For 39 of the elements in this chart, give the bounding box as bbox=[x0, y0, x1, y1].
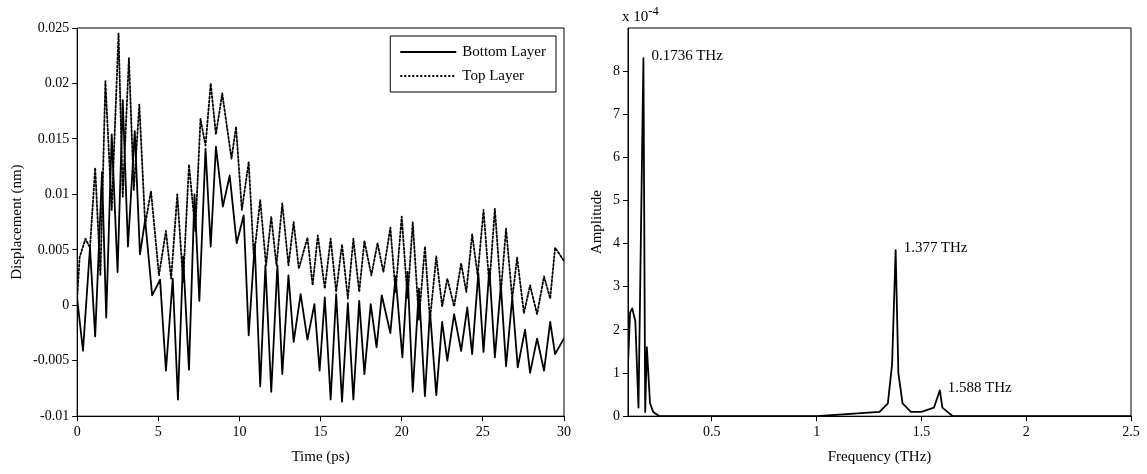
y-tick-label: 0.025 bbox=[37, 19, 70, 35]
y-tick-label: 0.005 bbox=[37, 241, 70, 257]
y-tick-label: 7 bbox=[613, 105, 620, 121]
y-tick-label: -0.005 bbox=[32, 352, 70, 368]
legend-label: Top Layer bbox=[462, 66, 525, 83]
y-tick-label: 4 bbox=[613, 235, 620, 251]
x-tick-label: 0.5 bbox=[703, 424, 721, 440]
x-tick-label: 10 bbox=[232, 424, 247, 440]
annotation: 1.377 THz bbox=[903, 239, 968, 256]
annotation: 0.1736 THz bbox=[651, 47, 724, 64]
y-axis-title: Amplitude bbox=[587, 189, 604, 255]
y-tick-label: 0.01 bbox=[44, 186, 70, 202]
y-tick-label: 0 bbox=[613, 407, 620, 423]
y-tick-label: 5 bbox=[613, 192, 620, 208]
x-tick-label: 5 bbox=[154, 424, 162, 440]
x-tick-label: 25 bbox=[475, 424, 490, 440]
y-tick-label: 8 bbox=[613, 62, 620, 78]
text: x 10$^{-4}$ bbox=[622, 4, 659, 25]
y-tick-label: 0 bbox=[62, 296, 70, 312]
x-tick-label: 15 bbox=[313, 424, 328, 440]
x-tick-label: 1.5 bbox=[912, 424, 931, 440]
y-tick-label: 0.02 bbox=[44, 75, 70, 91]
x-tick-label: 2.5 bbox=[1122, 424, 1140, 440]
y-axis-title: Displacement (nm) bbox=[7, 164, 25, 280]
x-tick-label: 20 bbox=[394, 424, 409, 440]
x-tick-label: 0 bbox=[73, 424, 81, 440]
y-tick-label: 6 bbox=[613, 149, 620, 165]
annotation: 1.588 THz bbox=[947, 379, 1013, 396]
y-tick-label: -0.01 bbox=[39, 407, 70, 423]
x-axis-title: Frequency (THz) bbox=[827, 447, 932, 465]
x-tick-label: 30 bbox=[557, 424, 571, 440]
x-tick-label: 1 bbox=[813, 424, 821, 440]
x-tick-label: 2 bbox=[1022, 424, 1030, 440]
legend-label: Bottom Layer bbox=[462, 42, 546, 59]
y-tick-label: 1 bbox=[613, 364, 620, 380]
x-axis-title: Time (ps) bbox=[291, 447, 350, 465]
y-tick-label: 2 bbox=[613, 321, 620, 337]
y-tick-label: 3 bbox=[613, 278, 620, 294]
y-tick-label: 0.015 bbox=[37, 130, 70, 146]
